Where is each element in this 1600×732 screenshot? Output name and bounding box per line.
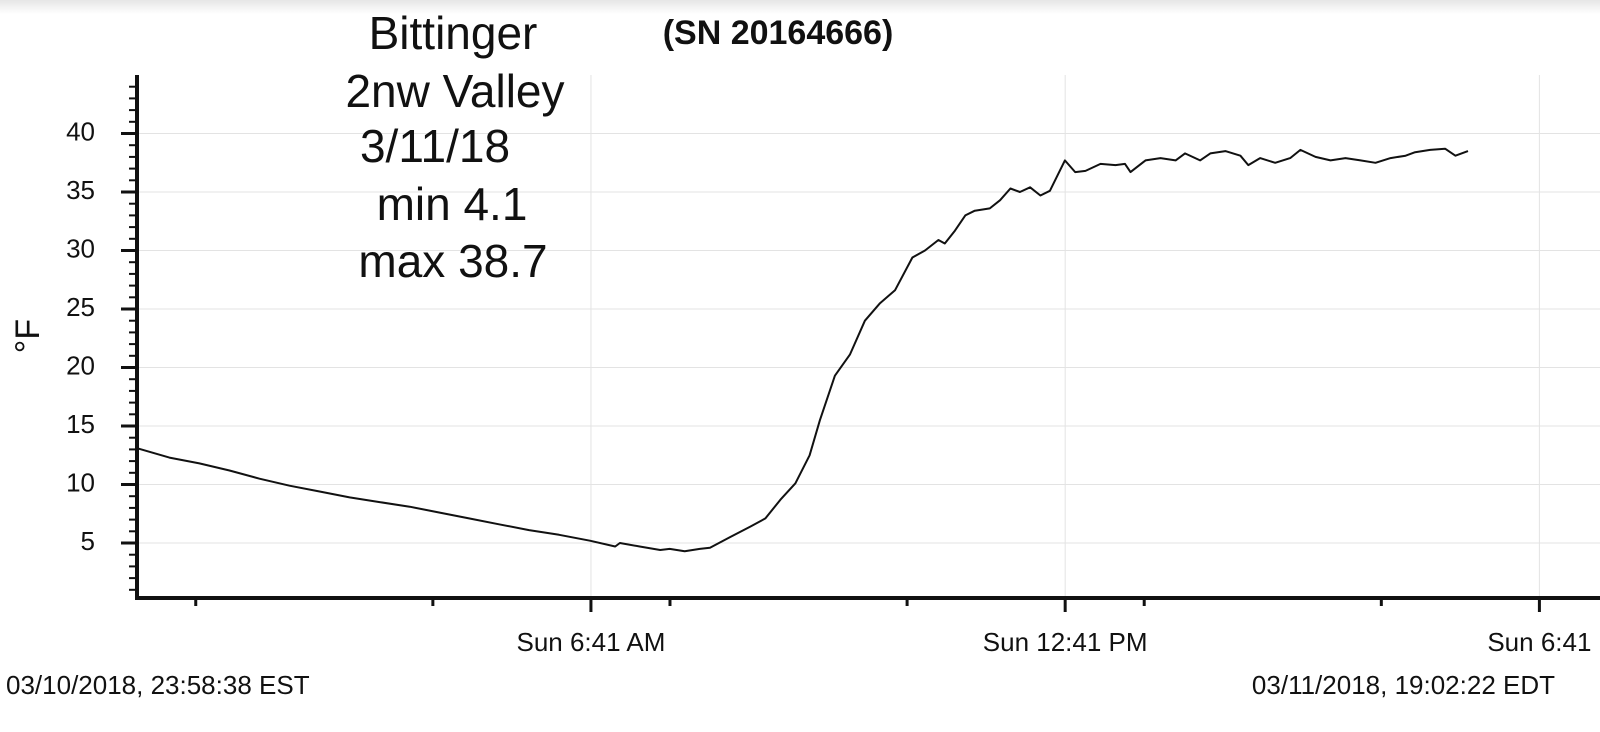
annotation: 2nw Valley xyxy=(345,65,564,117)
x-tick-label: Sun 12:41 PM xyxy=(983,627,1148,657)
top-shade xyxy=(0,0,1600,14)
y-tick-label: 10 xyxy=(66,467,95,497)
temperature-line xyxy=(136,147,1469,553)
range-end: 03/11/2018, 19:02:22 EDT xyxy=(1252,670,1555,700)
annotation: Bittinger xyxy=(369,7,538,59)
y-tick-label: 15 xyxy=(66,409,95,439)
y-tick-label: 30 xyxy=(66,233,95,263)
annotation: 3/11/18 xyxy=(360,120,510,172)
y-tick-label: 35 xyxy=(66,175,95,205)
y-tick-label: 25 xyxy=(66,292,95,322)
chart-title: (SN 20164666) xyxy=(663,14,894,52)
annotation: min 4.1 xyxy=(377,178,528,230)
y-tick-label: 40 xyxy=(66,116,95,146)
x-tick-label: Sun 6:41 xyxy=(1487,627,1591,657)
y-axis-label: °F xyxy=(9,319,47,353)
range-start: 03/10/2018, 23:58:38 EST xyxy=(6,670,310,700)
x-tick-label: Sun 6:41 AM xyxy=(516,627,665,657)
y-tick-label: 5 xyxy=(81,526,95,556)
y-tick-label: 20 xyxy=(66,350,95,380)
annotation: max 38.7 xyxy=(358,235,547,287)
